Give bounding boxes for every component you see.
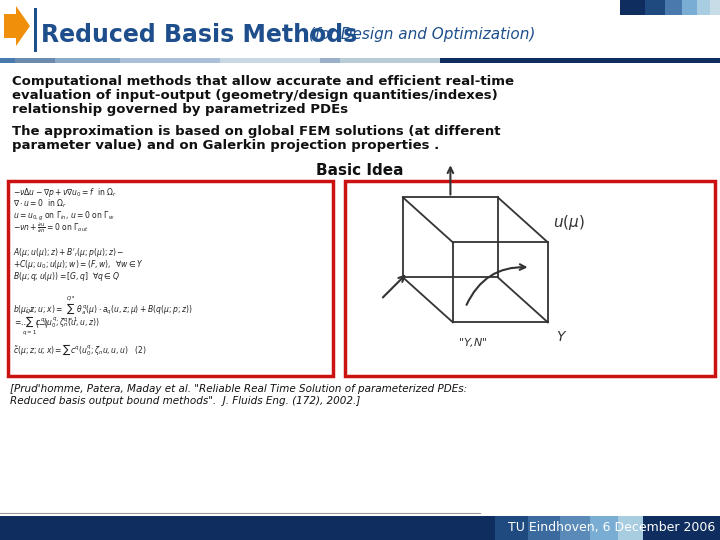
Text: evaluation of input-output (geometry/design quantities/indexes): evaluation of input-output (geometry/des… — [12, 89, 498, 102]
Text: $= \sum_{q=1}^{Q^b} c^q(u_0^q; \zeta_n(u,u,z))$: $= \sum_{q=1}^{Q^b} c^q(u_0^q; \zeta_n(u… — [13, 306, 99, 337]
Bar — [340, 58, 440, 63]
Text: $A(\mu; u(\mu); z) + B'_r(\mu; p(\mu); z) -$: $A(\mu; u(\mu); z) + B'_r(\mu; p(\mu); z… — [13, 246, 125, 259]
Text: $-\nu n + \frac{\partial u}{\partial n} = 0$ on $\Gamma_{out}$: $-\nu n + \frac{\partial u}{\partial n} … — [13, 222, 89, 235]
Text: [Prud'homme, Patera, Maday et al. "Reliable Real Time Solution of parameterized : [Prud'homme, Patera, Maday et al. "Relia… — [10, 384, 467, 394]
Text: $\nabla \cdot u = 0$  in $\Omega_r$: $\nabla \cdot u = 0$ in $\Omega_r$ — [13, 198, 67, 211]
Bar — [15, 58, 55, 63]
Bar — [220, 58, 320, 63]
Bar — [618, 516, 643, 540]
Text: "$Y$,$N$": "$Y$,$N$" — [458, 336, 487, 349]
Polygon shape — [4, 6, 30, 46]
Bar — [0, 58, 80, 63]
Bar — [665, 0, 682, 15]
Text: parameter value) and on Galerkin projection properties .: parameter value) and on Galerkin project… — [12, 139, 439, 152]
Text: $u = u_{0,g}$ on $\Gamma_{in}$, $u = 0$ on $\Gamma_w$: $u = u_{0,g}$ on $\Gamma_{in}$, $u = 0$ … — [13, 210, 114, 223]
Text: Reduced Basis Methods: Reduced Basis Methods — [41, 23, 357, 47]
Text: $B(\mu; q; u(\mu)) = [G, q]$  $\forall q \in Q$: $B(\mu; q; u(\mu)) = [G, q]$ $\forall q … — [13, 270, 120, 283]
Bar — [120, 58, 220, 63]
Bar — [682, 0, 697, 15]
Bar — [55, 58, 120, 63]
Bar — [34, 8, 37, 52]
Bar — [0, 0, 720, 62]
Text: The approximation is based on global FEM solutions (at different: The approximation is based on global FEM… — [12, 125, 500, 138]
Bar — [495, 516, 528, 540]
Bar — [0, 516, 720, 540]
Text: TU Eindhoven, 6 December 2006: TU Eindhoven, 6 December 2006 — [508, 522, 715, 535]
Text: $u(\mu)$: $u(\mu)$ — [553, 213, 585, 232]
Text: Basic Idea: Basic Idea — [316, 163, 404, 178]
Bar — [8, 181, 333, 376]
Text: Reduced basis output bound methods".  J. Fluids Eng. (172), 2002.]: Reduced basis output bound methods". J. … — [10, 396, 360, 406]
Bar — [620, 0, 645, 15]
Bar — [345, 181, 715, 376]
Bar — [200, 58, 340, 63]
Bar — [710, 0, 720, 15]
Text: $\tilde{c}(\mu; z; u; x) = \sum c^q(u_0^q; \zeta_n u, u, u) \quad (2)$: $\tilde{c}(\mu; z; u; x) = \sum c^q(u_0^… — [13, 342, 147, 357]
Text: $+C(\mu; u_0; u(\mu); w) = (F, w)$,  $\forall w \in Y$: $+C(\mu; u_0; u(\mu); w) = (F, w)$, $\fo… — [13, 258, 143, 271]
Bar — [590, 516, 618, 540]
Bar — [80, 58, 200, 63]
Bar — [645, 0, 665, 15]
Text: $-\nu\Delta u - \nabla p + \nu\nabla u_0 = f$  in $\Omega_r$: $-\nu\Delta u - \nabla p + \nu\nabla u_0… — [13, 186, 117, 199]
Text: relationship governed by parametrized PDEs: relationship governed by parametrized PD… — [12, 103, 348, 116]
Text: $Y$: $Y$ — [556, 330, 567, 345]
Text: (for Design and Optimization): (for Design and Optimization) — [304, 28, 536, 43]
Text: Computational methods that allow accurate and efficient real-time: Computational methods that allow accurat… — [12, 75, 514, 88]
Bar — [560, 516, 590, 540]
Bar — [0, 58, 720, 63]
Text: $b(\mu; z; u; x) = \sum_{q=1}^{Q^a} \theta^q_a(\mu) \cdot a_q(u,z;\mu) + B(q(\mu: $b(\mu; z; u; x) = \sum_{q=1}^{Q^a} \the… — [13, 294, 192, 324]
Bar — [528, 516, 560, 540]
Bar — [0, 58, 15, 63]
Text: $\quad \cdots \quad (-)$: $\quad \cdots \quad (-)$ — [13, 318, 49, 330]
Bar — [697, 0, 710, 15]
Bar — [460, 516, 495, 540]
